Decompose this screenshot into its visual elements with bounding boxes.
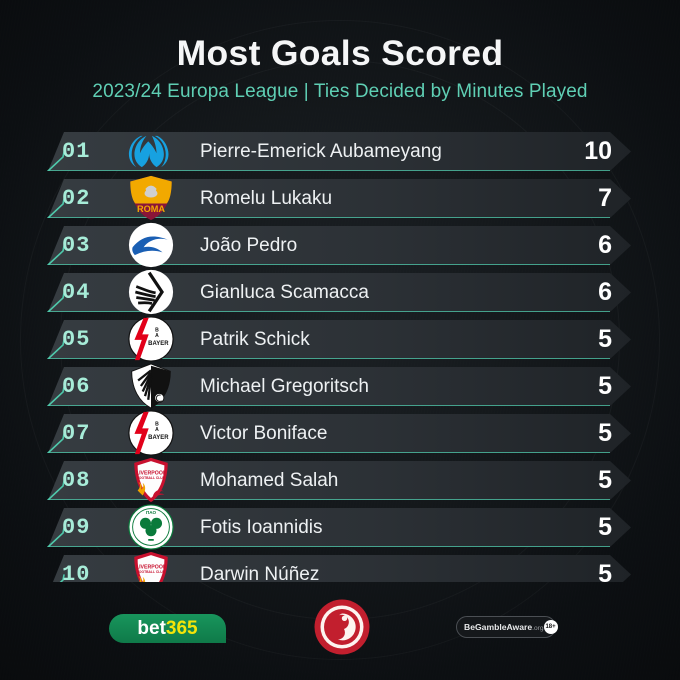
svg-text:ΠΑΟ: ΠΑΟ xyxy=(146,510,157,515)
svg-text:FOOTBALL CLUB: FOOTBALL CLUB xyxy=(137,570,166,574)
svg-text:A: A xyxy=(155,427,159,433)
svg-text:FOOTBALL CLUB: FOOTBALL CLUB xyxy=(137,476,166,480)
svg-text:LIVERPOOL: LIVERPOOL xyxy=(136,471,167,477)
svg-text:ROMA: ROMA xyxy=(137,204,165,214)
svg-text:BAYER: BAYER xyxy=(148,341,169,347)
svg-text:A: A xyxy=(155,333,159,339)
svg-text:LIVERPOOL: LIVERPOOL xyxy=(136,565,167,571)
svg-text:BAYER: BAYER xyxy=(148,435,169,441)
